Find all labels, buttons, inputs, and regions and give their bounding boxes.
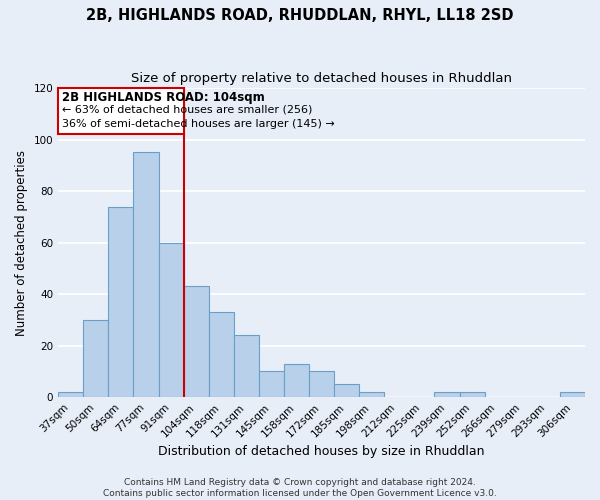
Bar	[434, 392, 460, 397]
Bar	[83, 320, 109, 397]
Text: 2B, HIGHLANDS ROAD, RHUDDLAN, RHYL, LL18 2SD: 2B, HIGHLANDS ROAD, RHUDDLAN, RHYL, LL18…	[86, 8, 514, 22]
Bar	[560, 392, 585, 397]
Bar	[109, 206, 133, 397]
Y-axis label: Number of detached properties: Number of detached properties	[15, 150, 28, 336]
Text: 2B HIGHLANDS ROAD: 104sqm: 2B HIGHLANDS ROAD: 104sqm	[62, 90, 265, 104]
Bar	[460, 392, 485, 397]
Bar	[284, 364, 309, 397]
Bar	[259, 372, 284, 397]
Bar	[133, 152, 158, 397]
Bar	[184, 286, 209, 397]
Bar	[209, 312, 234, 397]
Bar	[58, 392, 83, 397]
Bar	[158, 242, 184, 397]
Bar	[234, 336, 259, 397]
Text: 36% of semi-detached houses are larger (145) →: 36% of semi-detached houses are larger (…	[62, 119, 335, 129]
X-axis label: Distribution of detached houses by size in Rhuddlan: Distribution of detached houses by size …	[158, 444, 485, 458]
Bar	[359, 392, 385, 397]
Bar	[334, 384, 359, 397]
Title: Size of property relative to detached houses in Rhuddlan: Size of property relative to detached ho…	[131, 72, 512, 86]
Text: ← 63% of detached houses are smaller (256): ← 63% of detached houses are smaller (25…	[62, 105, 313, 115]
FancyBboxPatch shape	[58, 88, 184, 134]
Bar	[309, 372, 334, 397]
Text: Contains HM Land Registry data © Crown copyright and database right 2024.
Contai: Contains HM Land Registry data © Crown c…	[103, 478, 497, 498]
